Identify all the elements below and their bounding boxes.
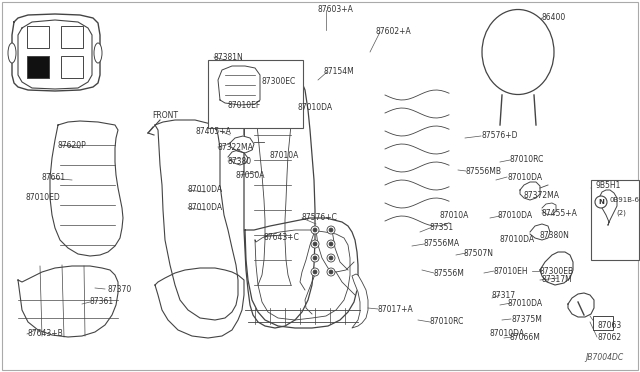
Bar	[61, 56, 83, 78]
Polygon shape	[18, 266, 118, 337]
Circle shape	[329, 256, 333, 260]
Polygon shape	[155, 268, 244, 338]
Polygon shape	[245, 218, 358, 328]
Circle shape	[313, 270, 317, 274]
Text: 86400: 86400	[541, 13, 565, 22]
Text: 87643+B: 87643+B	[27, 330, 63, 339]
Circle shape	[311, 268, 319, 276]
Circle shape	[329, 228, 333, 232]
Text: 87576+C: 87576+C	[302, 214, 338, 222]
Bar	[27, 56, 49, 78]
Text: 87317M: 87317M	[542, 276, 573, 285]
Circle shape	[327, 254, 335, 262]
Text: 0B91B-60610: 0B91B-60610	[609, 197, 640, 203]
Text: 87556MA: 87556MA	[424, 240, 460, 248]
Text: 87643+C: 87643+C	[264, 232, 300, 241]
Text: 87556MB: 87556MB	[466, 167, 502, 176]
Polygon shape	[568, 293, 594, 317]
Circle shape	[311, 226, 319, 234]
Text: 87455+A: 87455+A	[542, 208, 578, 218]
Text: 87010DA: 87010DA	[507, 173, 542, 182]
Bar	[61, 26, 83, 48]
Circle shape	[329, 270, 333, 274]
Polygon shape	[540, 252, 573, 285]
Bar	[593, 316, 613, 330]
Circle shape	[313, 256, 317, 260]
Polygon shape	[530, 224, 550, 240]
Bar	[208, 60, 303, 128]
Bar	[591, 180, 639, 260]
Text: 87380N: 87380N	[540, 231, 570, 241]
Text: 87556M: 87556M	[434, 269, 465, 278]
Text: 87154M: 87154M	[323, 67, 354, 77]
Circle shape	[313, 228, 317, 232]
Circle shape	[311, 240, 319, 248]
Text: 87010DA: 87010DA	[497, 212, 532, 221]
Polygon shape	[50, 121, 123, 256]
Circle shape	[327, 268, 335, 276]
Text: 87010DA: 87010DA	[500, 235, 535, 244]
Text: JB7004DC: JB7004DC	[585, 353, 623, 362]
Text: FRONT: FRONT	[152, 110, 178, 119]
Text: 87317: 87317	[492, 291, 516, 299]
Polygon shape	[520, 182, 540, 200]
Text: 87010EF: 87010EF	[228, 102, 261, 110]
Text: 87050A: 87050A	[236, 170, 266, 180]
Circle shape	[311, 254, 319, 262]
Text: 87010DA: 87010DA	[298, 103, 333, 112]
Text: 87375M: 87375M	[511, 314, 542, 324]
Text: N: N	[598, 199, 604, 205]
Polygon shape	[352, 274, 368, 328]
Text: 87010DA: 87010DA	[490, 328, 525, 337]
Text: 87010RC: 87010RC	[430, 317, 465, 327]
Text: 87507N: 87507N	[463, 248, 493, 257]
Polygon shape	[542, 203, 556, 215]
Text: 87405+A: 87405+A	[195, 126, 231, 135]
Text: 87370: 87370	[108, 285, 132, 294]
Text: 87010A: 87010A	[440, 211, 469, 219]
Polygon shape	[12, 14, 100, 91]
Text: 87576+D: 87576+D	[481, 131, 518, 141]
Circle shape	[595, 196, 607, 208]
Circle shape	[327, 226, 335, 234]
Text: 87300EB: 87300EB	[540, 266, 574, 276]
Text: 87372MA: 87372MA	[524, 190, 560, 199]
Text: 87380: 87380	[228, 157, 252, 166]
Ellipse shape	[482, 10, 554, 94]
Text: 87661: 87661	[42, 173, 66, 183]
Text: 87010DA: 87010DA	[508, 298, 543, 308]
Text: 87361: 87361	[90, 298, 114, 307]
Polygon shape	[155, 120, 238, 320]
Text: 87602+A: 87602+A	[376, 28, 412, 36]
Ellipse shape	[8, 43, 16, 63]
Text: 87066M: 87066M	[510, 333, 541, 341]
Bar	[27, 26, 49, 48]
Text: 87351: 87351	[430, 224, 454, 232]
Text: 87381N: 87381N	[214, 52, 244, 61]
Text: 87010ED: 87010ED	[26, 193, 61, 202]
Ellipse shape	[94, 43, 102, 63]
Text: 87603+A: 87603+A	[318, 6, 354, 15]
Text: 87322MA: 87322MA	[218, 142, 254, 151]
Circle shape	[329, 242, 333, 246]
Polygon shape	[244, 68, 315, 328]
Text: 87063: 87063	[597, 321, 621, 330]
Text: 87010DA: 87010DA	[188, 203, 223, 212]
Polygon shape	[218, 66, 260, 105]
Text: 87010EH: 87010EH	[494, 266, 529, 276]
Text: 87010RC: 87010RC	[510, 155, 545, 164]
Text: 87010DA: 87010DA	[188, 186, 223, 195]
Text: (2): (2)	[616, 210, 626, 216]
Text: 87017+A: 87017+A	[378, 305, 413, 314]
Circle shape	[327, 240, 335, 248]
Circle shape	[313, 242, 317, 246]
Text: 87300EC: 87300EC	[261, 77, 295, 87]
Text: 87062: 87062	[597, 333, 621, 341]
Text: 87620P: 87620P	[58, 141, 87, 150]
Text: 87010A: 87010A	[270, 151, 300, 160]
Polygon shape	[230, 136, 254, 153]
Text: 9B5H1: 9B5H1	[595, 180, 620, 189]
Polygon shape	[600, 190, 617, 225]
